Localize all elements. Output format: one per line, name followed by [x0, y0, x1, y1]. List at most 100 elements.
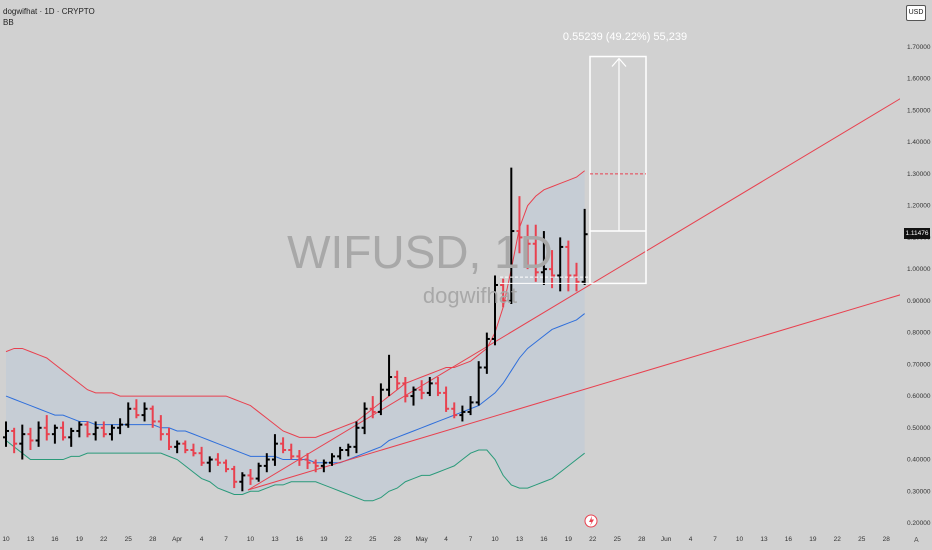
ohlc-bar [214, 453, 221, 466]
ohlc-bar [516, 196, 523, 254]
ohlc-bar [43, 415, 50, 441]
watermark-symbol: WIFUSD, 1D [287, 226, 553, 278]
ohlc-bar [353, 421, 360, 454]
time-tick-label: 10 [491, 536, 499, 543]
time-axis: 10 13 16 19 22 25 28 Apr 4 7 10 13 16 19 22 25 28 May 4 7 10… [0, 530, 932, 550]
price-tick-label: 1.30000 [907, 171, 931, 178]
time-tick-label: 7 [224, 536, 228, 543]
ohlc-bar [198, 446, 205, 466]
ohlc-bar [247, 469, 254, 485]
last-price-tag: 1.11476 [904, 228, 930, 239]
time-tick-label: 28 [149, 536, 157, 543]
ohlc-bar [394, 370, 401, 390]
time-tick-label: 25 [369, 536, 377, 543]
price-tick-label: 1.40000 [907, 139, 931, 146]
ohlc-bar [11, 427, 18, 454]
ohlc-bar [125, 402, 132, 428]
bb-lower-line [5, 440, 585, 502]
ohlc-bar [68, 427, 75, 447]
price-bars [3, 167, 588, 492]
time-tick-label: 19 [76, 536, 84, 543]
time-tick-label: 4 [444, 536, 448, 543]
time-tick-label: 19 [809, 536, 817, 543]
measure-box [589, 55, 647, 285]
ohlc-bar [459, 405, 466, 422]
ohlc-bar [337, 446, 344, 460]
ohlc-bar [524, 224, 531, 270]
ohlc-bar [27, 427, 34, 451]
ohlc-bar [475, 361, 482, 406]
ohlc-bar [565, 240, 572, 292]
price-tick-label: 1.50000 [907, 107, 931, 114]
ohlc-bar [84, 421, 91, 438]
ohlc-bar [239, 472, 246, 492]
ohlc-bar [3, 421, 9, 447]
price-axis-bg [900, 0, 932, 550]
time-tick-label: 7 [713, 536, 717, 543]
time-tick-label: 16 [296, 536, 304, 543]
price-axis: 1.70000 1.60000 1.50000 1.40000 1.30000 1.200… [900, 0, 932, 550]
measure-arrow-head [611, 57, 627, 67]
ohlc-bar [532, 224, 539, 282]
ohlc-bar [166, 427, 172, 451]
ohlc-bar [206, 456, 213, 473]
ohlc-bar [271, 434, 278, 466]
ohlc-bar [141, 402, 148, 422]
price-tick-label: 0.90000 [907, 298, 931, 305]
trendline-lower [247, 293, 904, 491]
time-tick-label: 13 [760, 536, 768, 543]
time-tick-label: 28 [638, 536, 646, 543]
time-tick-label: 10 [2, 536, 10, 543]
time-tick-label: 4 [689, 536, 693, 543]
ohlc-bar [19, 424, 26, 460]
time-tick-label: 7 [469, 536, 473, 543]
ohlc-bar [51, 424, 58, 444]
time-tick-label: 19 [565, 536, 573, 543]
time-tick-label: 25 [125, 536, 133, 543]
ohlc-bar [108, 424, 115, 441]
ohlc-bar [100, 421, 107, 438]
ohlc-bar [492, 275, 498, 346]
ohlc-bar [426, 377, 433, 397]
ohlc-bar [255, 462, 262, 482]
price-tick-label: 0.20000 [907, 520, 931, 527]
measure-tool [500, 55, 647, 285]
time-tick-label: 28 [883, 536, 891, 543]
indicator-label[interactable]: BB [3, 18, 14, 27]
ohlc-bar [410, 386, 417, 406]
price-tick-label: 0.70000 [907, 361, 931, 368]
symbol-header: dogwifhat · 1D · CRYPTO BB [3, 6, 95, 28]
ohlc-bar [174, 440, 181, 454]
ohlc-bar [92, 421, 99, 441]
currency-button[interactable]: USD [906, 5, 926, 21]
time-tick-label: 4 [200, 536, 204, 543]
ohlc-bar [149, 405, 156, 428]
bb-basis-line [5, 313, 585, 464]
ohlc-bar [443, 386, 450, 412]
ohlc-bar [451, 402, 458, 419]
ohlc-bar [60, 421, 67, 441]
time-tick-label: 22 [100, 536, 108, 543]
ohlc-bar [157, 415, 164, 441]
time-tick-label: 10 [736, 536, 744, 543]
lightning-icon[interactable] [584, 514, 598, 528]
ohlc-bar [223, 459, 230, 473]
time-tick-label: 22 [589, 536, 597, 543]
ohlc-bar [231, 465, 238, 489]
ohlc-bar [345, 443, 352, 457]
time-tick-label: May [416, 536, 429, 543]
watermark-name: dogwifhat [423, 283, 517, 308]
ohlc-bar [329, 453, 335, 466]
ohlc-bar [312, 459, 319, 473]
time-tick-label: 13 [271, 536, 279, 543]
ohlc-bar [581, 208, 588, 285]
time-tick-label: 16 [51, 536, 59, 543]
ohlc-bar [190, 443, 197, 457]
ohlc-bar [386, 354, 393, 397]
ohlc-bar [76, 421, 83, 438]
ohlc-bar [557, 237, 564, 292]
time-tick-label: 22 [834, 536, 842, 543]
auto-scale-button[interactable]: A [914, 537, 919, 544]
price-tick-label: 0.40000 [907, 457, 931, 464]
